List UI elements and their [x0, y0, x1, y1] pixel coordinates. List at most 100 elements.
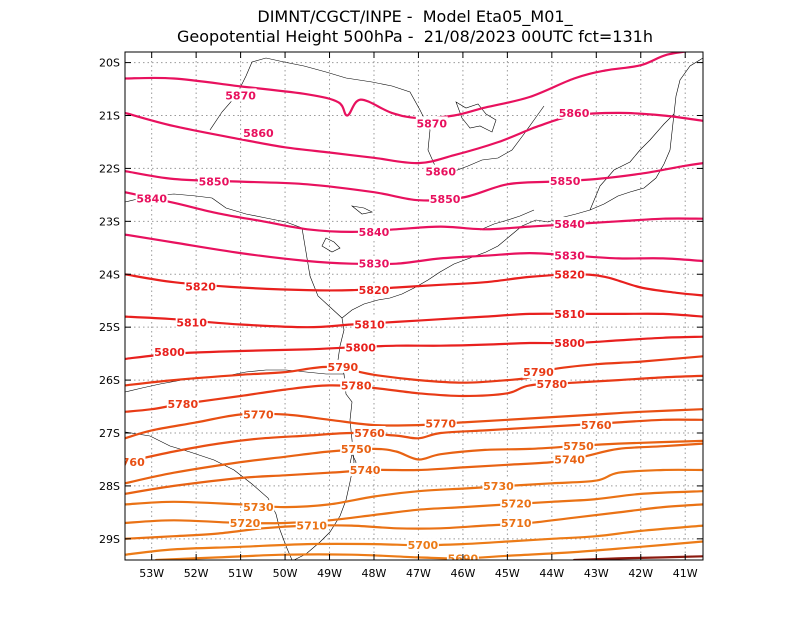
contour-label-5810: 5810	[354, 319, 385, 332]
contour-label-backdrop	[553, 336, 586, 350]
state-border	[125, 369, 344, 393]
contour-label-5780: 5780	[167, 398, 198, 411]
plot-frame	[124, 51, 704, 561]
contour-label-5770: 5770	[425, 417, 456, 430]
coastline	[341, 57, 703, 319]
contour-line-5830	[125, 233, 703, 266]
contour-label-5870: 5870	[225, 89, 256, 102]
x-tick-label: 51W	[228, 567, 253, 580]
contour-label-5760: 5760	[354, 427, 385, 440]
contour-label-5800: 5800	[154, 346, 185, 359]
contour-label-5750: 5750	[341, 443, 372, 456]
contour-label-5820: 5820	[185, 280, 216, 293]
x-tick-label: 45W	[495, 567, 520, 580]
contour-line-5810	[125, 312, 703, 329]
contour-line-5690	[155, 540, 703, 560]
contour-label-backdrop	[153, 345, 186, 359]
contour-label-5800: 5800	[554, 337, 585, 350]
contour-label-backdrop	[349, 463, 382, 477]
x-tick-label: 44W	[539, 567, 564, 580]
contour-line-5770	[125, 408, 703, 440]
contour-label-backdrop	[175, 315, 208, 329]
contour-label-5820: 5820	[359, 284, 390, 297]
axes: 53W 52W 51W 50W 49W 48W 47W 46W 45W 44W 43W 42W 41W 2…	[99, 52, 703, 580]
contour-label-backdrop	[500, 515, 533, 529]
contour-label-5870: 5870	[416, 117, 447, 130]
contour-label-backdrop	[553, 452, 586, 466]
state-border	[211, 197, 343, 319]
contour-label-backdrop	[553, 248, 586, 262]
contour-label-backdrop	[353, 426, 386, 439]
contour-label-5780: 5780	[537, 378, 568, 391]
x-tick-label: 42W	[628, 567, 653, 580]
y-tick-label: 23S	[99, 215, 120, 228]
contour-label-5740: 5740	[554, 453, 585, 466]
contour-line-5730	[125, 468, 703, 509]
contour-label-5800: 5800	[345, 341, 376, 354]
contour-label-5790: 5790	[328, 361, 359, 374]
contour-label-5810: 5810	[176, 316, 207, 329]
contour-label-backdrop	[326, 359, 359, 373]
contour-label-backdrop	[295, 518, 328, 532]
contour-label-backdrop	[224, 88, 257, 102]
contour-label-5810: 5810	[554, 308, 585, 321]
contour-label-backdrop	[197, 174, 230, 188]
contour-label-backdrop	[580, 418, 613, 432]
contour-label-backdrop	[242, 500, 275, 514]
y-tick-label: 29S	[99, 533, 120, 546]
contour-label-5830: 5830	[554, 250, 585, 263]
contour-label-backdrop	[482, 478, 515, 492]
contour-label-backdrop	[424, 164, 457, 178]
y-tick-label: 21S	[99, 110, 120, 123]
contour-label-backdrop	[558, 105, 591, 119]
contour-label-5840: 5840	[136, 193, 167, 206]
contour-label-5750: 5750	[563, 440, 594, 453]
contour-label-5740: 5740	[350, 464, 381, 477]
contour-label-backdrop	[424, 416, 457, 430]
contour-label-backdrop	[553, 267, 586, 281]
contour-label-5820: 5820	[554, 268, 585, 281]
x-tick-label: 49W	[317, 567, 342, 580]
contour-label-5850: 5850	[430, 193, 461, 206]
chart-title-line-2: Geopotential Height 500hPa - 21/08/2023 …	[177, 27, 653, 46]
contour-label-backdrop	[229, 515, 262, 529]
contour-label-5780: 5780	[341, 379, 372, 392]
state-border	[209, 57, 545, 173]
contour-line-5860	[125, 111, 703, 165]
contour-line-5740	[125, 442, 703, 495]
state-border	[589, 113, 675, 211]
x-tick-label: 46W	[450, 567, 475, 580]
contour-label-5860: 5860	[425, 166, 456, 179]
contour-label-5760: 5760	[581, 419, 612, 432]
y-tick-label: 20S	[99, 57, 120, 70]
x-tick-label: 48W	[362, 567, 387, 580]
contour-label-backdrop	[535, 376, 568, 390]
x-tick-label: 47W	[406, 567, 431, 580]
contour-label-backdrop	[562, 439, 595, 453]
x-tick-label: 50W	[273, 567, 298, 580]
contour-label-5700: 5700	[408, 539, 439, 552]
contour-label-backdrop	[357, 256, 390, 270]
chart-title-line-1: DIMNT/CGCT/INPE - Model Eta05_M01_	[257, 7, 573, 27]
contour-label-backdrop	[357, 224, 390, 238]
contour-label-5760: 5760	[114, 456, 145, 469]
contour-line-5840	[125, 191, 703, 233]
x-tick-label: 41W	[673, 567, 698, 580]
lake	[350, 205, 373, 215]
contour-label-5790: 5790	[523, 366, 554, 379]
x-tick-label: 53W	[139, 567, 164, 580]
y-tick-label: 28S	[99, 480, 120, 493]
x-tick-label: 52W	[184, 567, 209, 580]
contour-label-5710: 5710	[296, 520, 327, 533]
contour-line-5820	[125, 273, 703, 297]
contour-label-5730: 5730	[483, 480, 514, 493]
contour-label-5840: 5840	[554, 218, 585, 231]
lake	[321, 237, 341, 253]
contour-label-backdrop	[166, 396, 199, 410]
contour-label-backdrop	[242, 125, 275, 139]
plot-area-background	[125, 52, 703, 560]
y-tick-label: 26S	[99, 374, 120, 387]
contour-label-backdrop	[242, 407, 275, 421]
contour-label-backdrop	[429, 192, 462, 206]
